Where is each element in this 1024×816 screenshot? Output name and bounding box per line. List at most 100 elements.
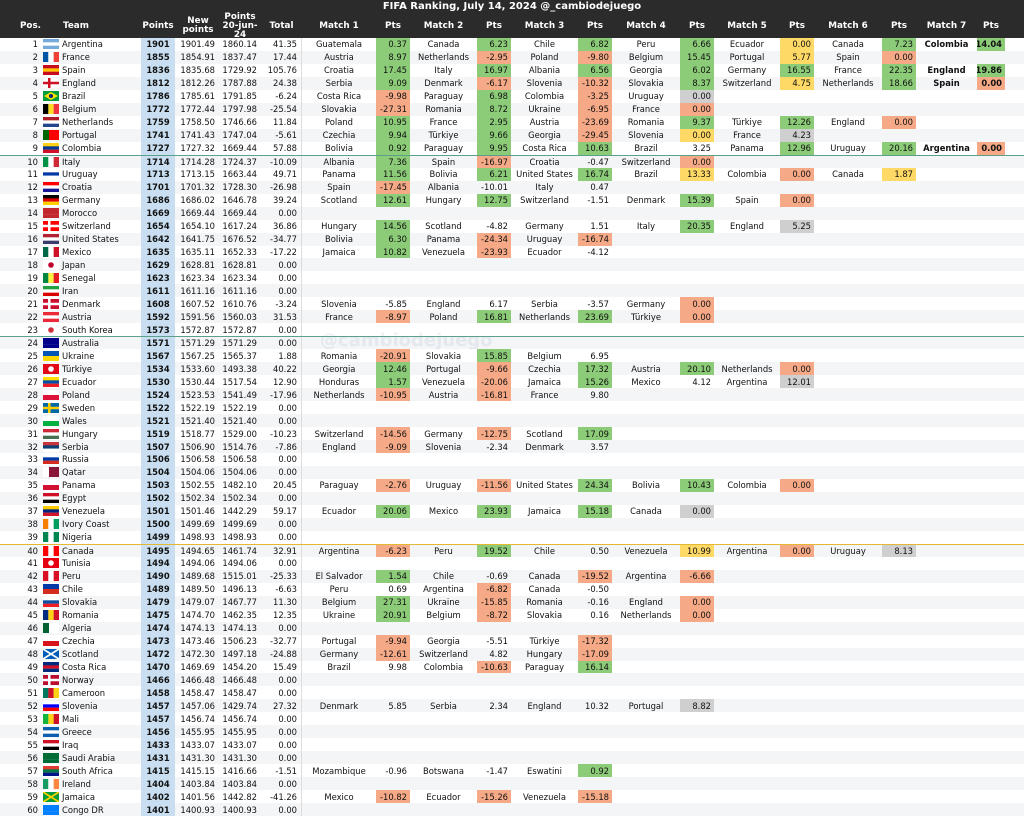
match-6-pts: 1.87 bbox=[882, 167, 916, 181]
match-5-pts bbox=[780, 609, 814, 622]
match-5-pts bbox=[780, 661, 814, 674]
new-points: 1533.60 bbox=[180, 363, 215, 374]
new-points: 1635.11 bbox=[180, 246, 215, 257]
team-name: Hungary bbox=[62, 428, 98, 439]
points: 1534 bbox=[141, 362, 175, 376]
team-name: Qatar bbox=[62, 467, 86, 478]
points: 1713 bbox=[141, 167, 175, 181]
header-pts-7: Pts bbox=[983, 20, 999, 31]
match-2-pts bbox=[477, 686, 511, 699]
match-6-opponent bbox=[814, 751, 882, 764]
match-1-opponent bbox=[302, 284, 376, 297]
match-4-opponent: Brazil bbox=[634, 143, 658, 154]
prev-points: 1515.01 bbox=[222, 571, 257, 582]
team-name: Egypt bbox=[62, 493, 87, 504]
match-7-opponent bbox=[916, 803, 977, 816]
match-2-opponent bbox=[410, 284, 477, 297]
match-7-pts bbox=[977, 90, 1005, 103]
match-5-pts bbox=[780, 712, 814, 725]
match-3-pts: -23.69 bbox=[578, 115, 612, 129]
table-row: 15 Switzerland 1654 1654.10 1617.24 36.86 Hung… bbox=[0, 219, 1024, 233]
match-5-pts bbox=[780, 337, 814, 349]
match-4-pts bbox=[680, 764, 714, 777]
total-change: 0.00 bbox=[261, 673, 302, 687]
table-row: 42 Peru 1490 1489.68 1515.01 -25.33 El Salvado… bbox=[0, 569, 1024, 583]
flag-icon bbox=[42, 311, 59, 322]
match-1-pts bbox=[376, 518, 410, 531]
match-3-pts: -1.51 bbox=[587, 195, 609, 206]
total-change: -1.51 bbox=[261, 764, 302, 778]
match-5-opponent bbox=[714, 518, 780, 531]
table-row: 37 Venezuela 1501 1501.46 1442.29 59.17 Ecuado… bbox=[0, 504, 1024, 518]
match-3-pts: -17.09 bbox=[578, 647, 612, 661]
rank-position: 4 bbox=[32, 78, 38, 89]
match-1-opponent bbox=[302, 531, 376, 544]
new-points: 1521.40 bbox=[180, 415, 215, 426]
match-6-opponent: England bbox=[831, 117, 865, 128]
match-5-opponent bbox=[714, 401, 780, 414]
match-2-pts: -12.75 bbox=[477, 427, 511, 441]
match-7-pts bbox=[977, 453, 1005, 466]
team-name: Slovenia bbox=[62, 700, 98, 711]
new-points: 1713.15 bbox=[180, 169, 215, 180]
match-3-pts: 3.57 bbox=[590, 441, 609, 452]
match-2-pts bbox=[477, 453, 511, 466]
team-flag bbox=[40, 673, 61, 686]
flag-icon bbox=[42, 117, 59, 128]
total-change: 27.32 bbox=[261, 699, 302, 713]
match-2-opponent: Romania bbox=[425, 104, 462, 115]
match-2-opponent: Botswana bbox=[423, 765, 464, 776]
match-6-opponent bbox=[814, 349, 882, 362]
match-4-opponent: Venezuela bbox=[624, 545, 668, 556]
team-name: Wales bbox=[62, 415, 87, 426]
prev-points: 1514.76 bbox=[222, 441, 257, 452]
match-3-pts: 16.74 bbox=[578, 167, 612, 181]
match-6-pts bbox=[882, 583, 916, 596]
match-7-pts bbox=[977, 790, 1005, 803]
match-7-opponent bbox=[916, 738, 977, 751]
match-5-pts: 4.23 bbox=[780, 128, 814, 142]
match-1-pts: -12.61 bbox=[376, 647, 410, 661]
team-name: Panama bbox=[62, 480, 96, 491]
match-7-opponent bbox=[916, 414, 977, 427]
new-points: 1835.68 bbox=[180, 65, 215, 76]
total-change: -17.96 bbox=[261, 388, 302, 402]
match-5-pts bbox=[780, 181, 814, 194]
team-flag bbox=[40, 764, 61, 777]
team-flag bbox=[40, 64, 61, 77]
points: 1500 bbox=[141, 517, 175, 531]
rank-position: 20 bbox=[27, 285, 38, 296]
team-name: Costa Rica bbox=[62, 661, 107, 672]
match-1-pts bbox=[376, 271, 410, 284]
match-7-pts bbox=[977, 545, 1005, 557]
match-4-opponent bbox=[612, 337, 680, 349]
match-3-pts bbox=[578, 622, 612, 635]
match-5-opponent bbox=[714, 764, 780, 777]
points: 1635 bbox=[141, 245, 175, 259]
match-2-pts: 15.85 bbox=[477, 349, 511, 363]
match-6-pts bbox=[882, 712, 916, 725]
total-change: 0.00 bbox=[261, 686, 302, 700]
match-3-pts: 0.50 bbox=[590, 545, 609, 556]
points: 1741 bbox=[141, 128, 175, 142]
table-row: 57 South Africa 1415 1415.15 1416.66 -1.51 Moz… bbox=[0, 764, 1024, 778]
match-2-opponent: Slovakia bbox=[425, 350, 462, 361]
match-7-pts bbox=[977, 103, 1005, 116]
match-1-pts: 7.36 bbox=[376, 155, 410, 168]
match-2-pts bbox=[477, 518, 511, 531]
match-2-opponent: Scotland bbox=[425, 221, 462, 232]
match-4-pts bbox=[680, 233, 714, 246]
table-header: Pos. Team Points New points Points 20-ju… bbox=[0, 12, 1024, 39]
rank-position: 32 bbox=[27, 441, 38, 452]
match-1-pts bbox=[376, 803, 410, 816]
match-6-pts bbox=[882, 349, 916, 362]
total-change: -25.54 bbox=[261, 102, 302, 116]
team-name: Russia bbox=[62, 454, 89, 465]
team-flag bbox=[40, 635, 61, 648]
prev-points: 1442.82 bbox=[222, 791, 257, 802]
match-1-pts: -14.56 bbox=[376, 427, 410, 441]
total-change: 0.00 bbox=[261, 777, 302, 791]
match-4-opponent bbox=[612, 518, 680, 531]
match-6-pts bbox=[882, 220, 916, 233]
prev-points: 1494.06 bbox=[222, 558, 257, 569]
